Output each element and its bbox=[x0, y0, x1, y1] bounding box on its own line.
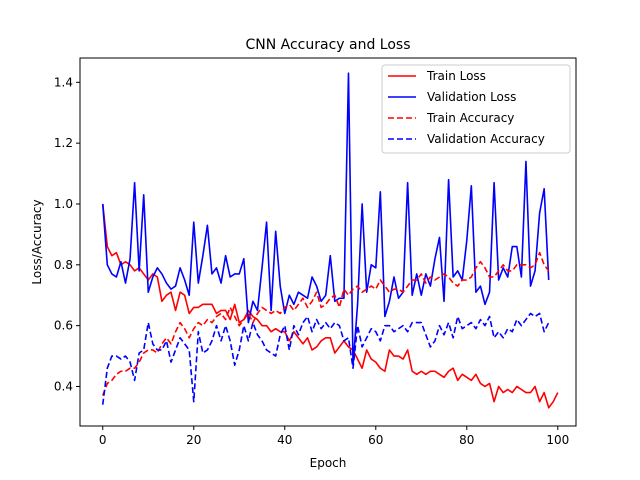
y-tick-label: 0.6 bbox=[54, 319, 73, 333]
x-tick-label: 0 bbox=[99, 433, 107, 447]
x-tick-label: 100 bbox=[546, 433, 569, 447]
series-line-train-loss bbox=[101, 203, 559, 409]
x-tick-label: 20 bbox=[186, 433, 201, 447]
chart-title: CNN Accuracy and Loss bbox=[245, 37, 410, 53]
y-tick-label: 1.0 bbox=[54, 197, 73, 211]
y-tick-label: 0.4 bbox=[54, 379, 73, 393]
plot-lines bbox=[101, 72, 559, 409]
x-tick-label: 60 bbox=[368, 433, 383, 447]
legend-label: Train Accuracy bbox=[426, 111, 514, 125]
x-tick-label: 80 bbox=[459, 433, 474, 447]
series-line-validation-accuracy bbox=[101, 312, 550, 405]
legend-label: Validation Loss bbox=[427, 90, 516, 104]
y-axis-title: Loss/Accuracy bbox=[30, 199, 44, 284]
y-tick-label: 0.8 bbox=[54, 258, 73, 272]
y-tick-label: 1.2 bbox=[54, 136, 73, 150]
x-axis: 0 20 40 60 80 100 bbox=[99, 426, 569, 447]
y-axis: 0.4 0.6 0.8 1.0 1.2 1.4 bbox=[54, 75, 80, 393]
x-axis-title: Epoch bbox=[310, 456, 347, 470]
y-tick-label: 1.4 bbox=[54, 75, 73, 89]
legend-label: Train Loss bbox=[426, 69, 486, 83]
legend-label: Validation Accuracy bbox=[427, 132, 545, 146]
x-tick-label: 40 bbox=[277, 433, 292, 447]
series-line-validation-loss bbox=[101, 72, 550, 366]
plot-frame bbox=[79, 57, 577, 427]
legend: Train Loss Validation Loss Train Accuracy V… bbox=[381, 64, 571, 154]
legend-box bbox=[381, 64, 571, 154]
series-line-train-accuracy bbox=[102, 251, 550, 396]
